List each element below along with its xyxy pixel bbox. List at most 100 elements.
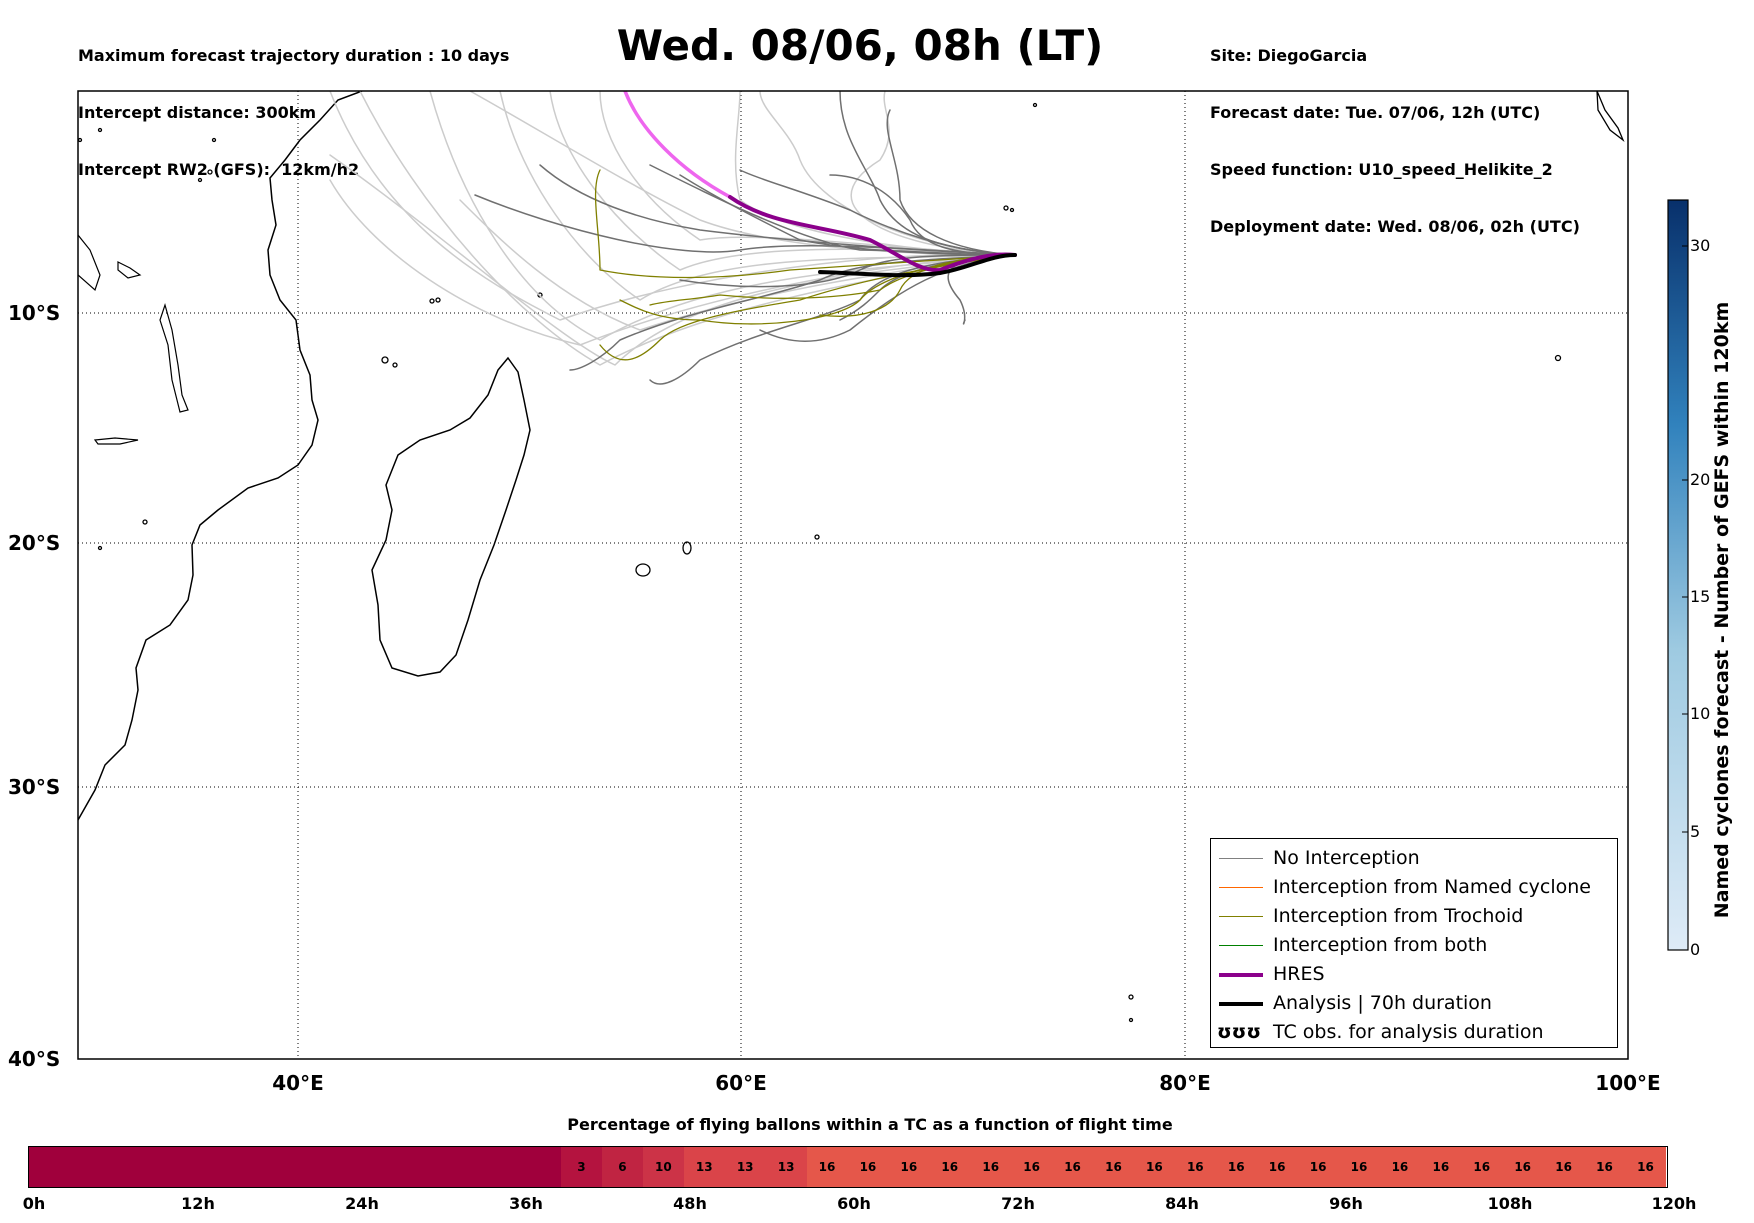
timebar-tick-label: 36h	[509, 1194, 543, 1213]
map-title: Wed. 08/06, 08h (LT)	[616, 21, 1104, 70]
legend-line-no-interception	[1219, 858, 1263, 859]
timebar-tick-label: 72h	[1001, 1194, 1035, 1213]
timebar-cell: 16	[1093, 1147, 1134, 1187]
coastline-madagascar	[371, 356, 531, 677]
legend: No Interception Interception from Named …	[1210, 838, 1618, 1048]
coastline-somalia-inner	[78, 234, 101, 292]
trajectory-analysis	[818, 253, 1017, 278]
colorbar-tick-30: 30	[1690, 236, 1711, 255]
header-line-site: Site: DiegoGarcia	[1210, 46, 1368, 65]
legend-label-hres: HRES	[1273, 963, 1325, 985]
trajectory-hres	[728, 195, 1017, 273]
timebar-cell: 16	[1584, 1147, 1625, 1187]
header-line-speed-function: Speed function: U10_speed_Helikite_2	[1210, 160, 1553, 179]
timebar-cell: 13	[683, 1147, 725, 1187]
coastline-africa	[78, 91, 363, 821]
timebar-cell: 16	[888, 1147, 930, 1187]
header-line-duration: Maximum forecast trajectory duration : 1…	[78, 46, 510, 65]
coastline-lake-3	[93, 437, 139, 445]
timebar-cell: 16	[1256, 1147, 1298, 1187]
timebar-tick-label: 0h	[22, 1194, 46, 1213]
timebar-tick-label: 12h	[181, 1194, 215, 1213]
timebar-cell: 16	[1215, 1147, 1257, 1187]
colorbar-title: Named cyclones forecast - Number of GEFS…	[1711, 301, 1733, 919]
colorbar-tick-15: 15	[1690, 587, 1711, 606]
legend-label-analysis: Analysis | 70h duration	[1273, 992, 1492, 1014]
legend-label-tc-obs: TC obs. for analysis duration	[1273, 1021, 1544, 1043]
lon-label-40e: 40°E	[272, 1071, 324, 1095]
timebar-cell: 16	[847, 1147, 889, 1187]
legend-item-hres: HRES	[1211, 961, 1617, 990]
timebar-title: Percentage of flying ballons within a TC…	[567, 1115, 1173, 1134]
timebar-cell: 3	[561, 1147, 602, 1187]
header-line-distance: Intercept distance: 300km	[78, 103, 317, 122]
legend-label-both: Interception from both	[1273, 934, 1488, 956]
lat-label-30s: 30°S	[8, 775, 60, 799]
header-line-deployment-date: Deployment date: Wed. 08/06, 02h (UTC)	[1210, 217, 1580, 236]
timebar-tick-label: 48h	[673, 1194, 707, 1213]
legend-label-no-interception: No Interception	[1273, 847, 1420, 869]
gridlines	[78, 91, 1628, 1059]
timebar-cell: 16	[1543, 1147, 1585, 1187]
legend-line-named-cyclone	[1219, 887, 1263, 888]
timebar-cell	[29, 1147, 562, 1187]
legend-symbol-tc-obs-icon: ʊʊʊ	[1217, 1021, 1262, 1043]
header-line-forecast-date: Forecast date: Tue. 07/06, 12h (UTC)	[1210, 103, 1541, 122]
legend-line-analysis	[1219, 1002, 1263, 1006]
colorbar-tick-20: 20	[1690, 470, 1711, 489]
timebar-cell: 16	[1461, 1147, 1503, 1187]
lon-label-80e: 80°E	[1159, 1071, 1211, 1095]
legend-label-trochoid: Interception from Trochoid	[1273, 905, 1524, 927]
colorbar-tick-10: 10	[1690, 704, 1711, 723]
legend-item-both: Interception from both	[1211, 932, 1617, 961]
trajectories-trochoid	[594, 169, 1016, 361]
legend-item-named-cyclone: Interception from Named cyclone	[1211, 874, 1617, 903]
timebar-tick-label: 60h	[837, 1194, 871, 1213]
trajectory-hres-light	[623, 91, 732, 199]
coastline-islands	[78, 91, 1625, 1023]
timebar-tick-label: 84h	[1165, 1194, 1199, 1213]
legend-item-no-interception: No Interception	[1211, 845, 1617, 874]
timebar: 3 6 10 13 13 13 16 16 16 16 16 16 16 16 16 16 16 16 16 16 16…	[28, 1146, 1668, 1188]
colorbar-ticks	[1682, 245, 1688, 951]
lat-label-10s: 10°S	[8, 301, 60, 325]
trajectories-light	[329, 91, 1016, 366]
trajectories-no-interception	[474, 91, 1016, 385]
lon-label-60e: 60°E	[715, 1071, 767, 1095]
coastline-lake-2	[117, 261, 142, 279]
timebar-cell: 13	[724, 1147, 766, 1187]
timebar-cell: 16	[806, 1147, 848, 1187]
header-line-intercept: Intercept RW2 (GFS): 12km/h2	[78, 160, 360, 179]
coastline-lake	[159, 302, 189, 413]
timebar-cell: 16	[1502, 1147, 1544, 1187]
timebar-cell: 16	[1338, 1147, 1380, 1187]
legend-item-trochoid: Interception from Trochoid	[1211, 903, 1617, 932]
legend-label-named-cyclone: Interception from Named cyclone	[1273, 876, 1591, 898]
timebar-cell: 16	[1379, 1147, 1421, 1187]
timebar-tick-label: 120h	[1651, 1194, 1697, 1213]
timebar-cell: 16	[929, 1147, 971, 1187]
lat-label-20s: 20°S	[8, 531, 60, 555]
legend-line-trochoid	[1219, 916, 1263, 917]
timebar-cell: 16	[1297, 1147, 1339, 1187]
timebar-cell: 16	[1052, 1147, 1093, 1187]
map-frame	[77, 90, 1629, 1060]
timebar-cell: 16	[1133, 1147, 1175, 1187]
legend-line-hres	[1219, 973, 1263, 977]
timebar-cell: 10	[642, 1147, 684, 1187]
timebar-cell: 16	[1011, 1147, 1053, 1187]
timebar-cell: 13	[765, 1147, 807, 1187]
timebar-tick-label: 108h	[1487, 1194, 1533, 1213]
colorbar-gradient	[1667, 199, 1689, 951]
lon-label-100e: 100°E	[1595, 1071, 1660, 1095]
header-left-info: Maximum forecast trajectory duration : 1…	[78, 8, 509, 198]
timebar-cell: 16	[1420, 1147, 1462, 1187]
colorbar-tick-5: 5	[1690, 822, 1701, 841]
colorbar-tick-0: 0	[1690, 940, 1701, 959]
header-right-info: Site: DiegoGarcia Forecast date: Tue. 07…	[1210, 8, 1580, 255]
legend-line-both	[1219, 945, 1263, 946]
timebar-cell: 16	[1174, 1147, 1216, 1187]
timebar-tick-label: 24h	[345, 1194, 379, 1213]
timebar-cell: 6	[601, 1147, 643, 1187]
